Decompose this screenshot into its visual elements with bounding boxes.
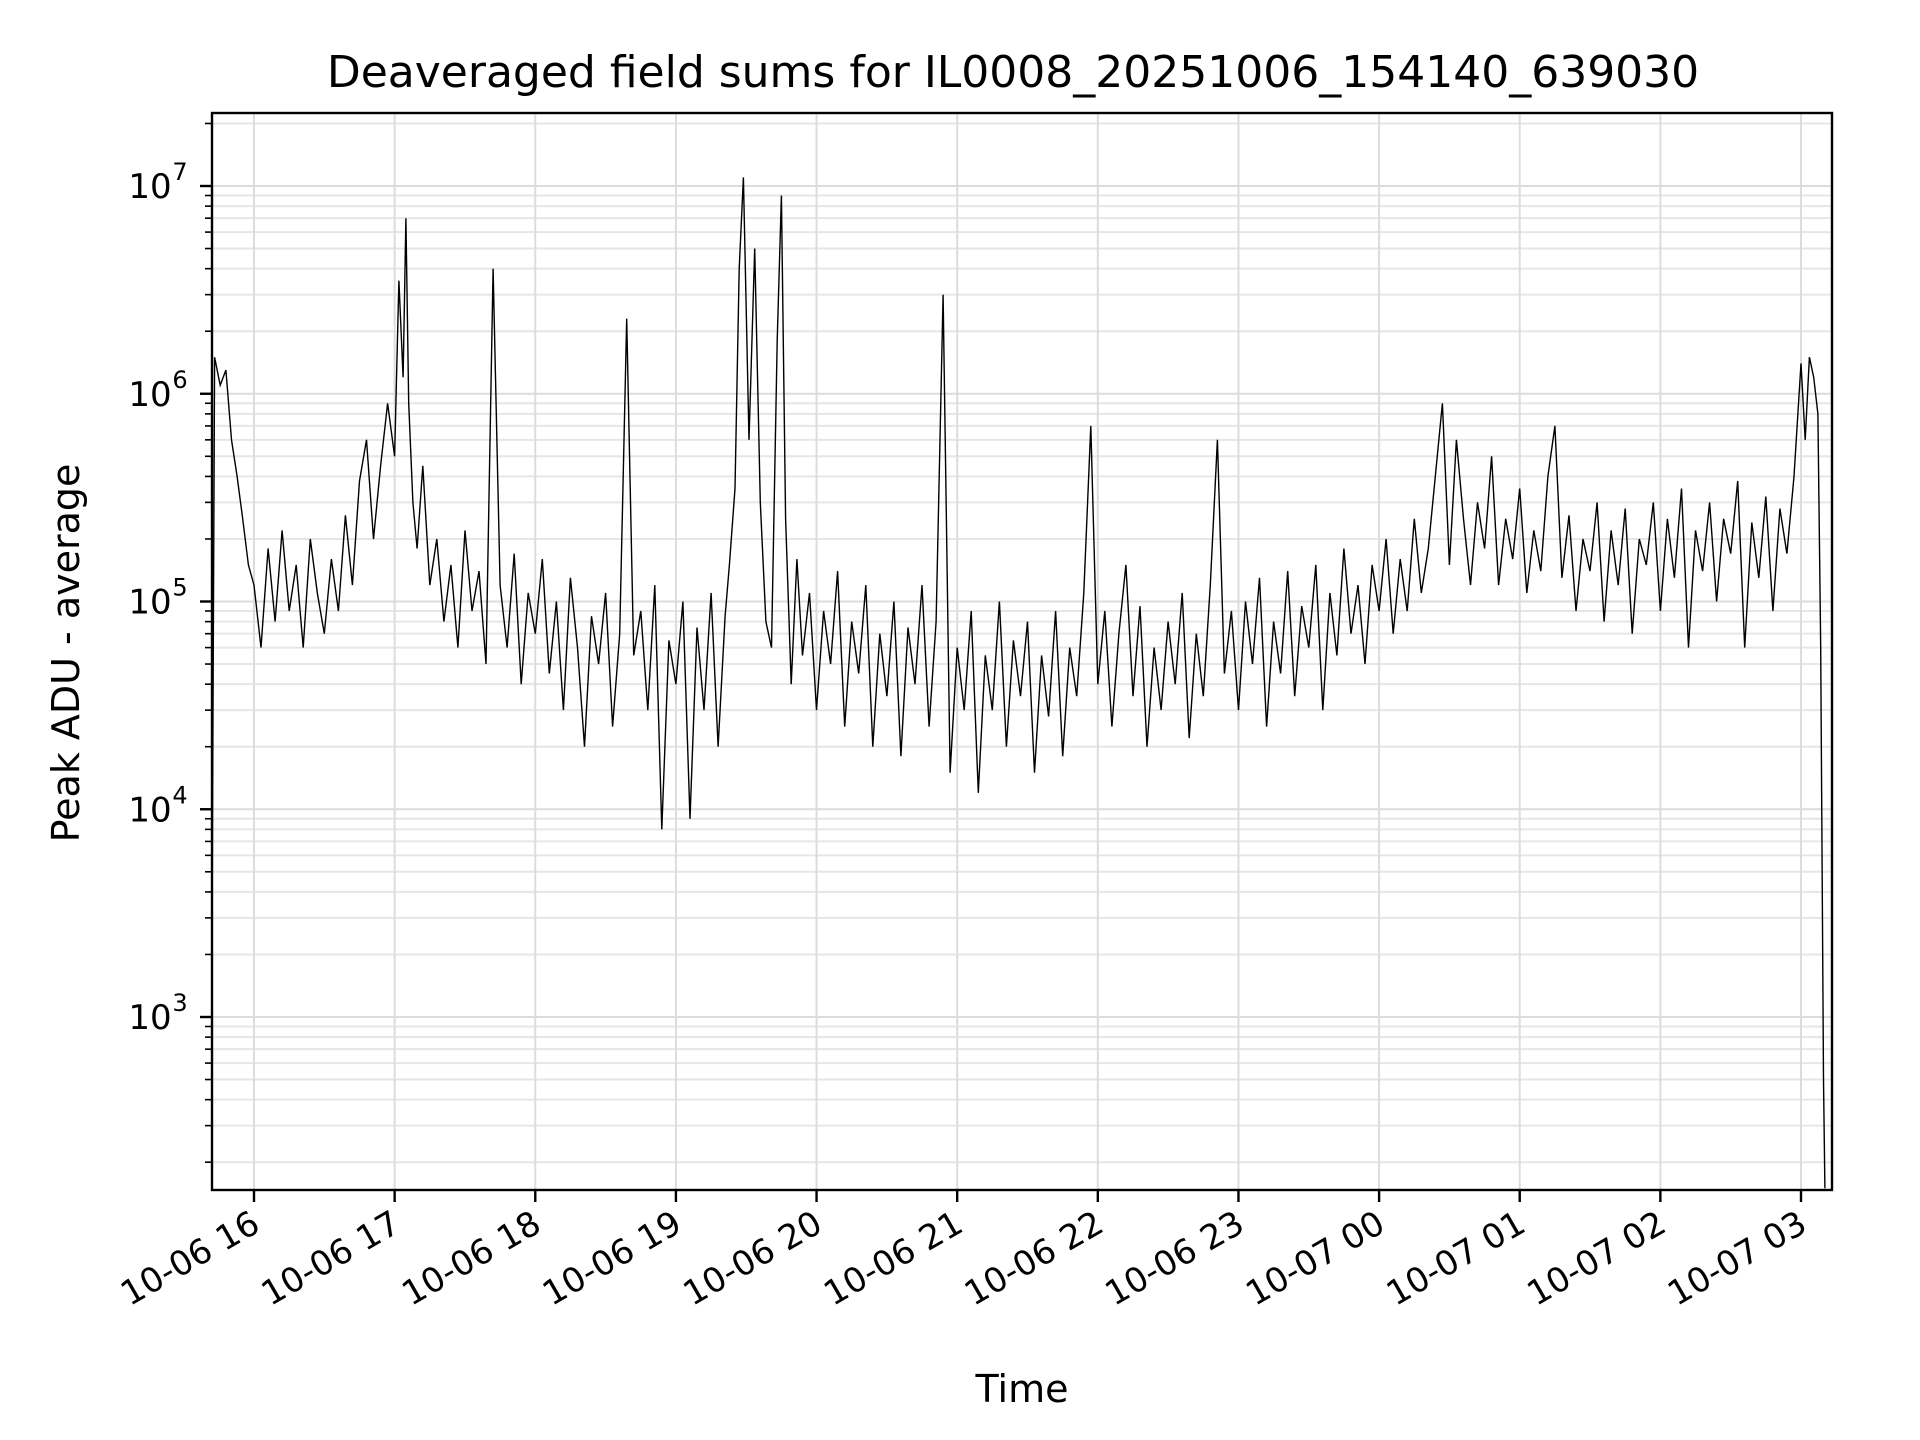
series-layer [211, 177, 1826, 1189]
y-tick-exponent: 3 [172, 989, 187, 1017]
x-tick-label: 10-07 02 [1520, 1203, 1672, 1314]
x-tick-label: 10-07 03 [1661, 1203, 1813, 1314]
x-tick-label: 10-06 23 [1099, 1203, 1251, 1314]
x-tick-label: 10-07 01 [1380, 1203, 1532, 1314]
plot-frame [210, 111, 1834, 1192]
x-axis-label: Time [975, 1367, 1069, 1411]
y-tick-label: 10 [128, 167, 171, 207]
series-line-0 [211, 177, 1826, 1189]
x-tick-label: 10-06 16 [114, 1203, 266, 1314]
y-tick-label: 10 [128, 375, 171, 415]
y-tick-label: 10 [128, 998, 171, 1038]
x-tick-label: 10-07 00 [1239, 1203, 1391, 1314]
y-tick-label: 10 [128, 790, 171, 830]
x-tick-label: 10-06 17 [255, 1203, 407, 1314]
x-tick-label: 10-06 21 [817, 1203, 969, 1314]
y-tick-exponent: 5 [172, 574, 187, 602]
x-tick-label: 10-06 19 [536, 1203, 688, 1314]
y-tick-exponent: 4 [172, 781, 187, 809]
y-tick-exponent: 6 [172, 366, 187, 394]
y-tick-label: 10 [128, 583, 171, 623]
y-tick-exponent: 7 [172, 158, 187, 186]
chart-title: Deaveraged field sums for IL0008_2025100… [327, 47, 1699, 98]
x-tick-label: 10-06 20 [677, 1203, 829, 1314]
y-axis-label: Peak ADU - average [44, 464, 88, 843]
x-tick-label: 10-06 22 [958, 1203, 1110, 1314]
x-tick-label: 10-06 18 [395, 1203, 547, 1314]
grid-layer [212, 113, 1832, 1190]
